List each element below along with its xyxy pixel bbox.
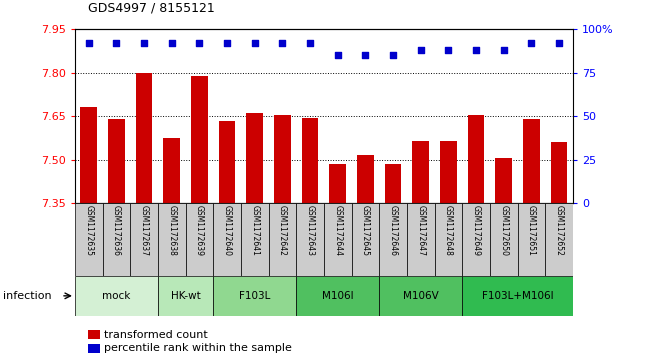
Bar <box>462 276 573 316</box>
Bar <box>274 115 290 203</box>
Bar <box>379 276 462 316</box>
Bar <box>518 203 545 276</box>
Point <box>167 40 177 46</box>
Text: M106V: M106V <box>403 291 439 301</box>
Text: M106I: M106I <box>322 291 353 301</box>
Text: GSM1172648: GSM1172648 <box>444 205 453 256</box>
Text: GSM1172639: GSM1172639 <box>195 205 204 256</box>
Bar <box>135 73 152 203</box>
Point <box>277 40 288 46</box>
Point <box>194 40 204 46</box>
Bar <box>329 164 346 203</box>
Bar <box>103 203 130 276</box>
Bar <box>495 158 512 203</box>
Bar <box>435 203 462 276</box>
Bar <box>462 203 490 276</box>
Bar <box>324 203 352 276</box>
Bar <box>241 203 269 276</box>
Bar <box>379 203 407 276</box>
Bar <box>246 113 263 203</box>
Point <box>222 40 232 46</box>
Point <box>360 52 370 58</box>
Bar <box>467 115 484 203</box>
Point <box>249 40 260 46</box>
Point <box>388 52 398 58</box>
Text: GSM1172644: GSM1172644 <box>333 205 342 256</box>
Bar <box>296 276 379 316</box>
Text: GSM1172635: GSM1172635 <box>84 205 93 256</box>
Point <box>415 47 426 53</box>
Bar <box>213 203 241 276</box>
Point <box>111 40 122 46</box>
Text: GSM1172646: GSM1172646 <box>389 205 398 256</box>
Text: GSM1172650: GSM1172650 <box>499 205 508 256</box>
Point <box>554 40 564 46</box>
Text: GSM1172642: GSM1172642 <box>278 205 287 256</box>
Text: percentile rank within the sample: percentile rank within the sample <box>104 343 292 354</box>
Text: GSM1172641: GSM1172641 <box>250 205 259 256</box>
Point <box>526 40 536 46</box>
Text: GSM1172638: GSM1172638 <box>167 205 176 256</box>
Point <box>443 47 454 53</box>
Point <box>333 52 343 58</box>
Bar <box>219 121 235 203</box>
Bar <box>440 141 457 203</box>
Point <box>305 40 315 46</box>
Text: transformed count: transformed count <box>104 330 207 340</box>
Bar <box>130 203 158 276</box>
Text: GSM1172649: GSM1172649 <box>471 205 480 256</box>
Bar <box>268 203 296 276</box>
Bar <box>186 203 213 276</box>
Bar <box>81 107 97 203</box>
Text: GSM1172636: GSM1172636 <box>112 205 121 256</box>
Text: HK-wt: HK-wt <box>171 291 201 301</box>
Text: GSM1172651: GSM1172651 <box>527 205 536 256</box>
Bar <box>551 142 567 203</box>
Text: GSM1172643: GSM1172643 <box>305 205 314 256</box>
Bar <box>352 203 379 276</box>
Point <box>499 47 509 53</box>
Bar <box>413 141 429 203</box>
Text: GSM1172647: GSM1172647 <box>416 205 425 256</box>
Text: mock: mock <box>102 291 131 301</box>
Bar <box>75 203 103 276</box>
Text: F103L+M106I: F103L+M106I <box>482 291 553 301</box>
Bar <box>191 76 208 203</box>
Text: GSM1172637: GSM1172637 <box>139 205 148 256</box>
Bar <box>523 119 540 203</box>
Bar <box>163 138 180 203</box>
Text: F103L: F103L <box>239 291 270 301</box>
Bar <box>301 118 318 203</box>
Bar <box>296 203 324 276</box>
Bar <box>490 203 518 276</box>
Text: GSM1172640: GSM1172640 <box>223 205 232 256</box>
Bar <box>75 276 158 316</box>
Bar <box>357 155 374 203</box>
Text: GSM1172645: GSM1172645 <box>361 205 370 256</box>
Bar <box>213 276 296 316</box>
Bar <box>385 164 401 203</box>
Point <box>83 40 94 46</box>
Bar <box>545 203 573 276</box>
Point <box>471 47 481 53</box>
Bar <box>158 276 213 316</box>
Text: infection: infection <box>3 291 52 301</box>
Text: GDS4997 / 8155121: GDS4997 / 8155121 <box>88 1 215 15</box>
Bar <box>407 203 435 276</box>
Text: GSM1172652: GSM1172652 <box>555 205 564 256</box>
Bar <box>108 119 125 203</box>
Bar <box>158 203 186 276</box>
Point <box>139 40 149 46</box>
